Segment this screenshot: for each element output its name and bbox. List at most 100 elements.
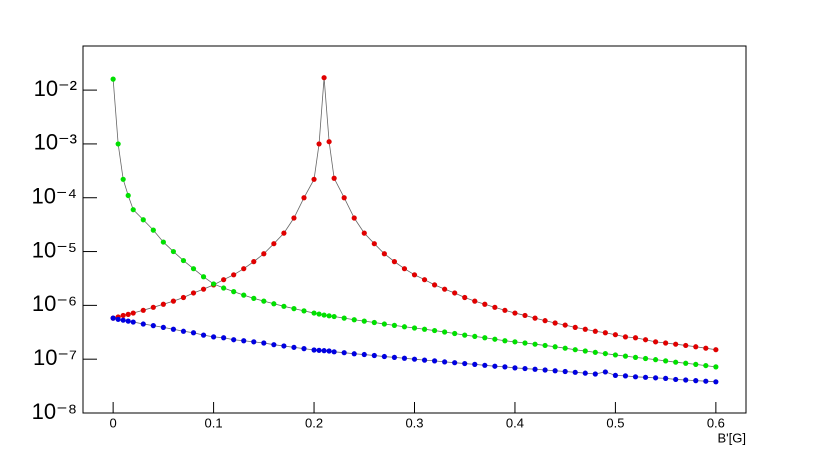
data-point [622, 334, 629, 340]
data-point [341, 315, 347, 321]
data-point [401, 324, 408, 330]
data-point [371, 352, 377, 359]
data-point [271, 241, 277, 247]
data-point [326, 313, 332, 319]
data-point [442, 286, 448, 292]
y-tick-label: 10⁻⁴ [31, 184, 77, 209]
data-point [381, 321, 387, 327]
data-point [311, 176, 317, 182]
data-point [210, 281, 217, 287]
data-point [140, 217, 146, 223]
data-point [472, 333, 478, 340]
data-point [462, 332, 468, 338]
data-point [462, 360, 468, 367]
data-point [442, 329, 448, 335]
data-point [160, 324, 166, 330]
y-tick-label: 10⁻³ [34, 130, 77, 155]
x-tick-label: 0.1 [205, 415, 223, 430]
data-point [200, 274, 207, 280]
data-point [562, 322, 568, 328]
data-point [331, 349, 337, 355]
data-point [331, 175, 337, 181]
data-point [326, 139, 332, 145]
y-tick-label: 10⁻⁸ [32, 399, 77, 424]
data-point [642, 355, 649, 362]
data-point [110, 315, 116, 321]
data-point [512, 365, 518, 371]
data-point [115, 141, 121, 147]
data-point [401, 266, 408, 272]
data-point [150, 323, 156, 329]
data-point [632, 335, 639, 341]
data-point [391, 322, 398, 328]
data-point [130, 310, 136, 316]
data-point [321, 312, 327, 318]
data-point [582, 348, 588, 354]
data-point [120, 312, 126, 319]
data-point [532, 366, 538, 372]
data-point [401, 355, 408, 361]
data-point [572, 369, 578, 375]
data-point [673, 359, 679, 365]
data-point [210, 334, 217, 340]
data-point [140, 307, 146, 313]
data-point [180, 294, 187, 301]
data-point [572, 347, 578, 353]
data-point [482, 335, 488, 341]
x-tick-label: 0.6 [707, 415, 725, 430]
data-point [421, 326, 428, 332]
fit-line [113, 77, 716, 351]
data-point [341, 350, 347, 356]
data-point [120, 317, 126, 323]
data-point [713, 347, 719, 353]
data-point [492, 363, 498, 369]
data-point [652, 357, 659, 363]
data-point [281, 230, 287, 236]
data-point [411, 272, 418, 278]
data-point [125, 318, 131, 324]
data-point [411, 325, 418, 331]
data-point [431, 358, 438, 364]
data-point [120, 176, 126, 182]
data-point [592, 371, 598, 377]
data-point [301, 346, 307, 352]
data-point [411, 356, 418, 362]
data-point [602, 369, 608, 375]
data-point [361, 230, 367, 236]
data-point [421, 277, 428, 283]
data-point [125, 311, 131, 317]
data-point [391, 259, 398, 265]
data-point [221, 285, 227, 291]
data-point [632, 374, 639, 380]
y-tick-label: 10⁻⁵ [32, 237, 77, 262]
data-point [522, 312, 528, 319]
data-point [140, 321, 146, 327]
data-point [462, 294, 468, 301]
data-point [421, 357, 428, 363]
data-point [582, 326, 588, 332]
data-point [472, 298, 478, 304]
data-point [542, 318, 548, 324]
y-tick-label: 10⁻² [34, 76, 77, 101]
y-tick-label: 10⁻⁷ [33, 345, 77, 370]
data-point [693, 377, 699, 384]
data-point [542, 342, 548, 349]
data-point [431, 327, 438, 334]
data-point [452, 330, 458, 337]
data-point [150, 227, 156, 233]
data-point [472, 361, 478, 367]
x-tick-label: 0.4 [506, 415, 524, 430]
data-point [652, 339, 659, 345]
data-point [452, 290, 458, 296]
data-point [452, 360, 458, 366]
data-point [381, 251, 387, 257]
data-point [502, 338, 508, 344]
data-point [271, 342, 277, 348]
data-point [693, 344, 699, 350]
data-point [442, 359, 448, 365]
data-point [231, 272, 237, 278]
x-tick-label: 0.3 [405, 415, 423, 430]
data-point [170, 248, 177, 255]
data-point [241, 292, 247, 298]
